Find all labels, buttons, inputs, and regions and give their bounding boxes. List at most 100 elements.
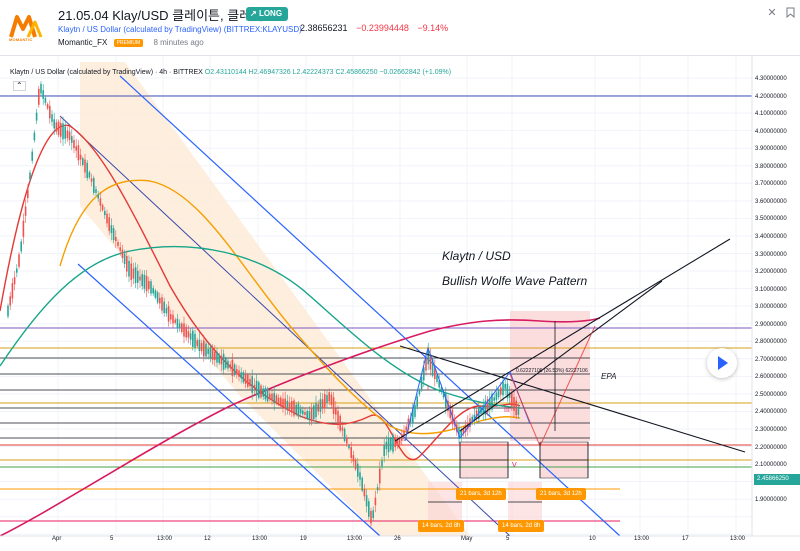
author-logo-icon[interactable] (8, 7, 44, 43)
candle-body (500, 387, 502, 395)
chart-legend: Klaytn / US Dollar (calculated by Tradin… (10, 69, 451, 76)
price-axis-label: 2.40000000 (755, 409, 787, 416)
candle-body (260, 385, 262, 398)
candle-body (203, 340, 205, 357)
candle-body (139, 276, 141, 281)
candle-body (42, 90, 44, 99)
candle-body (458, 428, 460, 439)
chart-area[interactable]: Klaytn / US Dollar (calculated by Tradin… (0, 56, 800, 551)
candle-body (192, 330, 194, 347)
ma-teal-line (0, 245, 521, 409)
candle-body (181, 323, 183, 333)
candle-body (247, 374, 249, 387)
time-axis-label: 26 (394, 536, 401, 542)
candle-body (310, 407, 313, 422)
idea-header: MOMANTIC 21.05.04 Klay/USD 클레이튼, 클레이 ↗ L… (0, 0, 800, 56)
candle-body (445, 393, 447, 408)
candle-body (156, 292, 159, 303)
candle-body (412, 407, 414, 424)
price-axis-label: 3.40000000 (755, 233, 787, 240)
candle-body (218, 354, 220, 363)
candle-body (233, 364, 236, 376)
author-name[interactable]: Momantic_FX (58, 38, 108, 47)
candle-body (434, 367, 436, 379)
time-axis-label: 5 (506, 536, 510, 542)
candle-body (121, 249, 124, 259)
candle-body (418, 390, 421, 395)
candle-body (332, 397, 335, 414)
candle-body (150, 281, 152, 294)
candle-body (174, 319, 176, 323)
candle-body (473, 414, 476, 419)
play-button[interactable] (707, 348, 737, 378)
candle-body (497, 390, 500, 398)
candle-body (73, 139, 75, 149)
annotation-title: Klaytn / USD (442, 249, 511, 263)
candle-body (93, 178, 95, 193)
candle-body (7, 305, 9, 317)
candle-body (207, 349, 209, 354)
candle-body (227, 360, 229, 369)
legend-collapse-button[interactable]: ⌃ (13, 81, 26, 91)
candlestick-series (7, 80, 520, 527)
candle-body (79, 154, 82, 160)
price-axis-label: 2.10000000 (755, 462, 787, 469)
price-axis-label: 3.00000000 (755, 304, 787, 311)
candle-body (88, 172, 91, 178)
candle-body (394, 438, 396, 448)
candle-body (216, 352, 218, 363)
price-axis-label: 4.10000000 (755, 111, 787, 118)
candle-body (420, 376, 423, 390)
candle-body (508, 392, 511, 398)
candle-body (13, 277, 16, 285)
candle-body (108, 217, 110, 231)
candle-body (350, 447, 352, 458)
candle-body (205, 343, 207, 357)
candle-body (414, 405, 416, 417)
candle-body (16, 268, 18, 273)
premium-badge: PREMIUM (113, 38, 144, 47)
candle-body (462, 429, 465, 434)
candle-body (11, 283, 14, 299)
candle-body (317, 404, 319, 412)
candle-body (198, 339, 201, 352)
price-axis-label: 2.80000000 (755, 339, 787, 346)
candle-body (269, 393, 271, 399)
candle-body (341, 427, 344, 431)
candle-body (53, 119, 55, 129)
ma-magenta-line (0, 317, 601, 537)
candle-body (471, 416, 473, 423)
candle-body (51, 114, 53, 122)
candle-body (361, 477, 363, 491)
candle-body (398, 438, 401, 444)
candle-body (306, 410, 308, 419)
channel-mid (59, 115, 511, 537)
time-axis-label: 13:00 (157, 536, 173, 542)
time-axis-label: 13:00 (634, 536, 650, 542)
ma-orange-line (59, 179, 521, 435)
wave-label-iii: III (504, 407, 510, 414)
price-axis-label: 2.30000000 (755, 427, 787, 433)
candle-body (9, 296, 11, 306)
candle-body (374, 497, 377, 506)
candle-body (328, 392, 330, 402)
candle-body (258, 382, 260, 398)
candle-body (370, 511, 372, 524)
candle-body (185, 326, 187, 338)
candle-body (244, 374, 247, 384)
candle-body (106, 213, 108, 224)
candle-body (249, 379, 251, 387)
price-change: −0.23994448 (356, 23, 409, 33)
candle-body (273, 392, 275, 404)
chart-canvas[interactable] (0, 56, 800, 551)
candle-body (460, 430, 462, 439)
bookmark-icon[interactable] (784, 7, 796, 19)
trend-up-arrow-icon: ↗ (250, 9, 257, 18)
symbol-link[interactable]: Klaytn / US Dollar (calculated by Tradin… (58, 25, 302, 34)
time-axis-label: May (461, 536, 473, 542)
candle-body (330, 394, 333, 405)
candle-body (64, 126, 66, 139)
close-icon[interactable]: ✕ (767, 7, 777, 19)
candle-body (189, 333, 192, 340)
candle-body (225, 358, 227, 368)
